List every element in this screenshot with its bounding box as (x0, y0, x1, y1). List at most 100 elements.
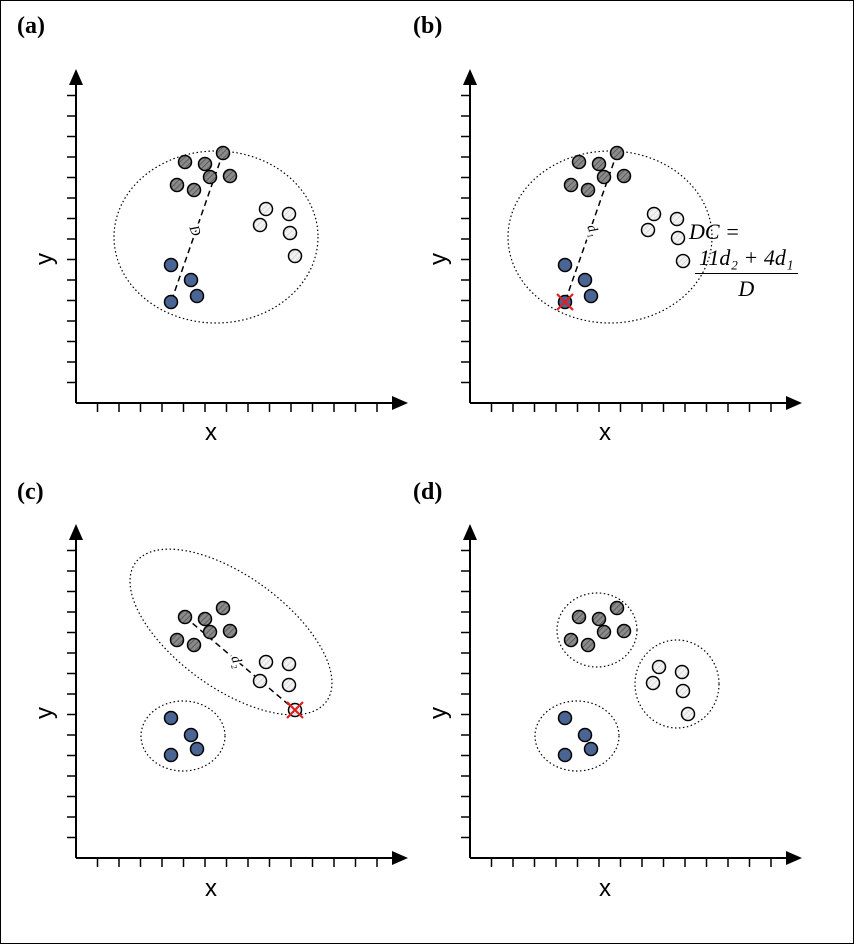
x-axis-arrow-c (392, 851, 408, 865)
light-cluster-point-c (281, 656, 297, 672)
gray-cluster-point-a (202, 169, 218, 185)
dc-formula: DC = 11d₂ + 4d₁ D (689, 217, 853, 302)
light-cluster-point-d (651, 659, 667, 675)
y-axis-arrow-a (69, 69, 83, 85)
gray-cluster-point-d (580, 637, 596, 653)
blue-cluster-point-d (583, 741, 599, 757)
gray-cluster-point-b (591, 156, 607, 172)
light-cluster-point-a (252, 217, 268, 233)
gray-cluster-point-b (580, 182, 596, 198)
formula-lhs: DC = (689, 218, 740, 244)
distance-label-c: d₂ (227, 654, 245, 670)
distance-label-b: d₁ (583, 223, 601, 239)
light-cluster-point-a (258, 201, 274, 217)
light-cluster-point-a (287, 248, 303, 264)
blue-cluster-point-a (183, 272, 199, 288)
light-cluster-point-b (640, 222, 656, 238)
gray-cluster-point-d (616, 623, 632, 639)
light-cluster-point-a (282, 225, 298, 241)
y-axis-arrow-b (463, 69, 477, 85)
enclosing-ellipse-a (113, 150, 319, 324)
enclosing-ellipse-blue-d (534, 700, 620, 772)
gray-cluster-point-d (591, 611, 607, 627)
blue-cluster-point-a (163, 294, 179, 310)
x-axis-label-b: x (599, 419, 611, 446)
gray-cluster-point-d (563, 632, 579, 648)
enclosing-ellipse-gray-d (556, 592, 638, 668)
x-axis-arrow-a (392, 396, 408, 410)
blue-cluster-point-b (583, 288, 599, 304)
x-axis-arrow-b (786, 396, 802, 410)
gray-cluster-point-a (197, 156, 213, 172)
y-axis-label-c: y (31, 707, 58, 719)
gray-cluster-point-c (202, 624, 218, 640)
gray-cluster-point-c (177, 609, 193, 625)
light-cluster-point-c (252, 673, 268, 689)
panel-label-a: (a) (17, 13, 45, 39)
gray-cluster-point-a (215, 145, 231, 161)
y-axis-arrow-c (69, 524, 83, 540)
formula-denominator: D (738, 275, 755, 301)
blue-cluster-point-c (163, 747, 179, 763)
light-cluster-point-c (281, 677, 297, 693)
gray-cluster-point-d (571, 609, 587, 625)
blue-cluster-point-d (577, 727, 593, 743)
enclosing-ellipse-light-d (634, 639, 720, 729)
gray-cluster-point-a (186, 182, 202, 198)
light-cluster-point-b (646, 206, 662, 222)
light-cluster-point-d (680, 706, 696, 722)
gray-cluster-point-b (571, 154, 587, 170)
light-cluster-point-d (645, 675, 661, 691)
light-cluster-point-d (674, 664, 690, 680)
light-cluster-point-c (258, 654, 274, 670)
y-axis-label-a: y (31, 253, 58, 265)
gray-cluster-point-b (563, 177, 579, 193)
gray-cluster-point-d (609, 600, 625, 616)
gray-cluster-point-b (596, 169, 612, 185)
panel-label-b: (b) (413, 13, 443, 39)
enclosing-ellipse-b (507, 150, 713, 324)
x-axis-label-a: x (205, 419, 217, 446)
blue-cluster-point-d (557, 747, 573, 763)
distance-label-a: D (185, 223, 203, 239)
gray-cluster-point-b (609, 145, 625, 161)
formula-numerator: 11d₂ + 4d₁ (695, 245, 798, 274)
gray-cluster-point-d (596, 624, 612, 640)
light-cluster-point-b (669, 211, 685, 227)
panel-label-d: (d) (413, 479, 443, 505)
gray-cluster-point-c (197, 611, 213, 627)
enclosing-ellipse-blue-c (140, 700, 226, 772)
x-axis-label-d: x (599, 875, 611, 902)
y-axis-label-b: y (425, 253, 452, 265)
gray-cluster-point-c (186, 637, 202, 653)
light-cluster-point-b (670, 230, 686, 246)
x-axis-arrow-d (786, 851, 802, 865)
y-axis-arrow-d (463, 524, 477, 540)
gray-cluster-point-c (222, 623, 238, 639)
gray-cluster-point-a (169, 177, 185, 193)
blue-cluster-point-b (557, 257, 573, 273)
blue-cluster-point-b (577, 272, 593, 288)
formula-fraction: 11d₂ + 4d₁ D (695, 245, 798, 302)
light-cluster-point-a (281, 206, 297, 222)
removed-point-b-stroke (556, 293, 574, 311)
blue-cluster-point-c (189, 741, 205, 757)
enclosing-ellipse-gray-light-c (129, 548, 333, 716)
light-cluster-point-b (675, 253, 691, 269)
y-axis-label-d: y (425, 707, 452, 719)
gray-cluster-point-c (169, 632, 185, 648)
blue-cluster-point-a (163, 257, 179, 273)
panel-label-c: (c) (17, 479, 44, 505)
distance-line-b (564, 152, 618, 303)
gray-cluster-point-a (177, 154, 193, 170)
blue-cluster-point-d (557, 710, 573, 726)
blue-cluster-point-c (163, 710, 179, 726)
gray-cluster-point-c (215, 600, 231, 616)
gray-cluster-point-a (222, 168, 238, 184)
blue-cluster-point-a (189, 288, 205, 304)
x-axis-label-c: x (205, 875, 217, 902)
diameter-line-a (170, 152, 224, 303)
light-cluster-point-d (675, 683, 691, 699)
